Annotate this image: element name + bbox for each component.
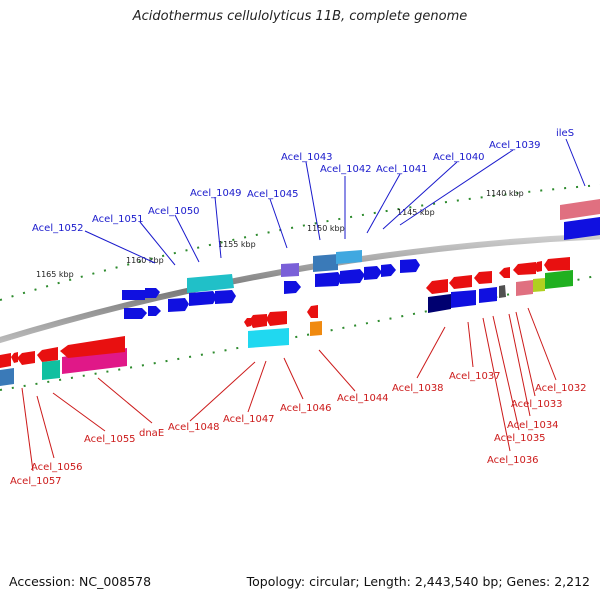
label-acel-1036: Acel_1036 xyxy=(487,455,539,466)
label-acel-1040: Acel_1040 xyxy=(433,152,485,163)
gene-acel-1046[interactable] xyxy=(248,328,289,348)
gene-acel-1050-row2[interactable] xyxy=(124,308,147,319)
scale-label-1165: 1165 kbp xyxy=(36,270,74,279)
genome-summary-text: Topology: circular; Length: 2,443,540 bp… xyxy=(246,574,590,589)
gene-1056b[interactable] xyxy=(11,352,18,363)
label-acel-1045: Acel_1045 xyxy=(247,189,299,200)
gene-red-r1[interactable] xyxy=(426,279,448,294)
gene-acel-1033[interactable] xyxy=(533,278,545,292)
label-acel-1035: Acel_1035 xyxy=(494,433,546,444)
label-iles: ileS xyxy=(556,128,574,139)
gene-1045b[interactable] xyxy=(284,281,301,294)
label-acel-1041: Acel_1041 xyxy=(376,164,428,175)
gene-1048s[interactable] xyxy=(244,318,251,327)
scale-label-1150: 1150 kbp xyxy=(307,224,345,233)
gene-acel-1049[interactable] xyxy=(189,291,217,306)
gene-acel-1050[interactable] xyxy=(187,274,234,293)
gene-acel-1051[interactable] xyxy=(145,288,160,298)
gene-1042b[interactable] xyxy=(315,272,342,287)
gene-acel-1056[interactable] xyxy=(17,351,35,365)
label-acel-1038: Acel_1038 xyxy=(392,383,444,394)
label-acel-1048: Acel_1048 xyxy=(168,422,220,433)
gene-acel-1048[interactable] xyxy=(249,314,267,328)
label-acel-1032: Acel_1032 xyxy=(535,383,587,394)
gene-1039b[interactable] xyxy=(400,259,420,273)
gene-red-r3[interactable] xyxy=(474,271,492,284)
gene-red-r5[interactable] xyxy=(513,262,536,275)
gene-acel-1038[interactable] xyxy=(428,294,451,313)
gene-acel-1042[interactable] xyxy=(336,250,362,264)
label-acel-1051: Acel_1051 xyxy=(92,214,144,225)
accession-text: Accession: NC_008578 xyxy=(9,574,152,589)
gene-1057b[interactable] xyxy=(0,368,14,386)
label-acel-1049: Acel_1049 xyxy=(190,188,242,199)
gene-acel-1052[interactable] xyxy=(122,290,145,300)
gene-acel-1034[interactable] xyxy=(516,280,533,296)
label-acel-1033: Acel_1033 xyxy=(511,399,563,410)
label-acel-1052: Acel_1052 xyxy=(32,223,84,234)
gene-acel-1040[interactable] xyxy=(364,266,382,280)
reverse-strand-genes xyxy=(0,257,573,386)
label-acel-1043: Acel_1043 xyxy=(281,152,333,163)
gene-1048f[interactable] xyxy=(168,298,189,312)
gene-acel-1036[interactable] xyxy=(479,287,497,303)
label-dnae: dnaE xyxy=(139,428,164,439)
scale-ticks-lower xyxy=(0,274,600,391)
gene-acel-1041[interactable] xyxy=(340,269,365,284)
gene-1055b[interactable] xyxy=(37,347,58,362)
forward-label-connectors xyxy=(84,138,586,266)
gene-1044b[interactable] xyxy=(307,305,318,318)
gene-red-r7[interactable] xyxy=(534,261,542,272)
gene-acel-1039[interactable] xyxy=(381,264,396,277)
label-acel-1047: Acel_1047 xyxy=(223,414,275,425)
genome-map: 1165 kbp 1160 kbp 1155 kbp 1150 kbp 1145… xyxy=(0,128,600,487)
gene-red-r6[interactable] xyxy=(544,257,570,271)
scale-label-1140: 1140 kbp xyxy=(486,189,524,198)
gene-dnae-red[interactable] xyxy=(60,336,125,358)
gene-1049b[interactable] xyxy=(215,290,236,304)
gene-acel-1047[interactable] xyxy=(266,311,287,326)
gene-acel-1043[interactable] xyxy=(313,254,338,272)
gene-iles[interactable] xyxy=(564,217,600,240)
label-acel-1050: Acel_1050 xyxy=(148,206,200,217)
gene-acel-1045[interactable] xyxy=(281,263,299,277)
gene-red-r2[interactable] xyxy=(449,275,472,289)
scale-label-1155: 1155 kbp xyxy=(218,240,256,249)
scale-label-1160: 1160 kbp xyxy=(126,256,164,265)
gene-small-a[interactable] xyxy=(148,306,161,316)
gene-acel-1057[interactable] xyxy=(0,353,11,368)
label-acel-1034: Acel_1034 xyxy=(507,420,559,431)
forward-strand-genes xyxy=(122,199,600,319)
label-acel-1037: Acel_1037 xyxy=(449,371,501,382)
label-acel-1056: Acel_1056 xyxy=(31,462,83,473)
label-acel-1039: Acel_1039 xyxy=(489,140,541,151)
map-title: Acidothermus cellulolyticus 11B, complet… xyxy=(132,9,468,24)
label-acel-1044: Acel_1044 xyxy=(337,393,389,404)
genome-backbone xyxy=(0,233,600,344)
label-acel-1042: Acel_1042 xyxy=(320,164,372,175)
gene-iles-pink[interactable] xyxy=(560,199,600,220)
gene-acel-1044[interactable] xyxy=(310,321,322,336)
gene-acel-1032[interactable] xyxy=(545,270,573,289)
gene-acel-1055[interactable] xyxy=(42,360,60,380)
label-acel-1046: Acel_1046 xyxy=(280,403,332,414)
scale-label-1145: 1145 kbp xyxy=(397,208,435,217)
label-acel-1057: Acel_1057 xyxy=(10,476,62,487)
gene-acel-1035[interactable] xyxy=(499,285,506,298)
gene-dnae[interactable] xyxy=(62,348,127,374)
gene-acel-1037[interactable] xyxy=(451,290,476,308)
reverse-label-connectors xyxy=(21,307,557,472)
label-acel-1055: Acel_1055 xyxy=(84,434,136,445)
gene-red-r4[interactable] xyxy=(499,267,510,278)
